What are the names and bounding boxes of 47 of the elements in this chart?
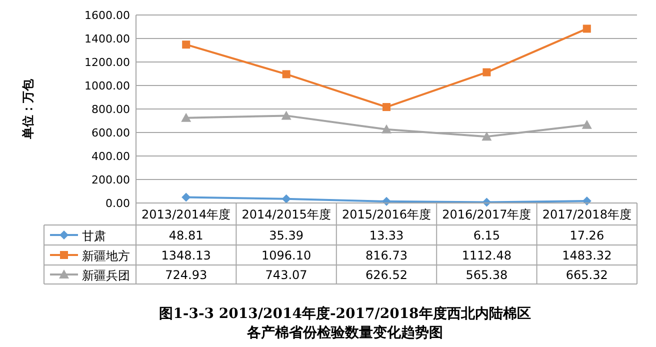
x-tick-label: 2017/2018年度 — [542, 208, 632, 222]
point — [582, 120, 592, 129]
point — [182, 40, 190, 49]
point — [482, 132, 492, 141]
data-label: 1348.13 — [161, 248, 211, 262]
data-label: 35.39 — [269, 228, 304, 242]
y-tick-label: 200.00 — [92, 174, 130, 186]
data-label: 626.52 — [366, 268, 408, 282]
point — [282, 70, 290, 78]
point — [181, 112, 192, 122]
legend-label: 甘肃 — [82, 229, 106, 243]
data-label: 665.32 — [566, 268, 608, 282]
point — [382, 124, 392, 134]
data-label: 565.38 — [466, 268, 508, 282]
data-label: 1483.32 — [562, 248, 612, 262]
point — [182, 192, 191, 202]
data-label: 6.15 — [473, 228, 500, 242]
y-tick-label: 1200.00 — [84, 56, 130, 69]
y-tick-label: 1600.00 — [84, 9, 130, 22]
point — [382, 103, 390, 112]
y-tick-label: 1000.00 — [84, 80, 130, 92]
x-tick-label: 2015/2016年度 — [342, 208, 432, 222]
point — [282, 194, 291, 204]
y-tick-label: 800.00 — [92, 103, 130, 116]
point — [582, 24, 591, 33]
data-label: 724.93 — [165, 268, 208, 282]
data-label: 816.73 — [366, 248, 408, 262]
point — [482, 68, 491, 76]
data-label: 743.07 — [265, 268, 308, 282]
y-tick-label: 600.00 — [92, 126, 130, 140]
x-tick-label: 2016/2017年度 — [442, 208, 532, 222]
x-tick-label: 2014/2015年度 — [242, 208, 331, 222]
legend-label: 新疆兵团 — [82, 268, 130, 282]
text: 各产棉省份检验数量变化趋势图 — [246, 324, 443, 341]
legend-label: 新疆地方 — [82, 249, 130, 263]
y-tick-label: 1400.00 — [84, 32, 130, 46]
y-tick-label: 0.00 — [106, 197, 130, 210]
y-axis-title: 单位：万包 — [21, 78, 35, 140]
data-label: 13.33 — [369, 228, 404, 242]
data-label: 48.81 — [168, 228, 204, 242]
x-tick-label: 2013/2014年度 — [142, 208, 231, 222]
point — [281, 110, 292, 120]
data-label: 1096.10 — [261, 248, 312, 262]
data-label: 1112.48 — [462, 248, 512, 262]
text: 图1-3-3 2013/2014年度-2017/2018年度西北内陆棉区 — [159, 305, 531, 322]
data-label: 17.26 — [570, 228, 604, 242]
y-tick-label: 400.00 — [92, 150, 130, 163]
